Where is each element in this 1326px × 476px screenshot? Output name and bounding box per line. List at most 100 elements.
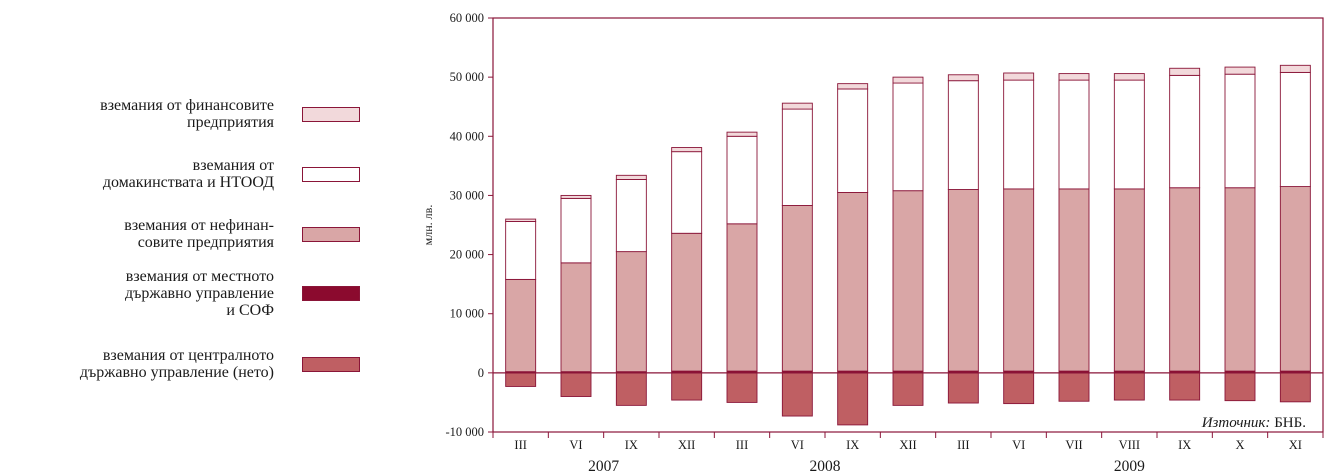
bar-segment <box>1113 372 1145 401</box>
bar-segment <box>1058 372 1090 402</box>
y-tick-label: 60 000 <box>450 11 484 25</box>
legend-label: вземания от домакинствата и НТООД <box>103 157 274 191</box>
x-tick-label: III <box>514 438 527 452</box>
bar-segment <box>1279 186 1311 372</box>
legend-label-line: предприятия <box>187 114 274 131</box>
bar-segment <box>1003 79 1035 190</box>
legend-swatch <box>302 286 360 301</box>
bar-segment <box>837 372 869 426</box>
legend-swatch <box>302 356 360 372</box>
year-label: 2008 <box>810 458 841 475</box>
bar-segment <box>726 131 758 137</box>
x-tick-label: III <box>957 438 970 452</box>
bar-segment <box>1058 73 1090 81</box>
bar-segment <box>726 223 758 372</box>
x-tick-label: VIII <box>1119 438 1141 452</box>
bar-segment <box>892 372 924 406</box>
bar-segment <box>1113 188 1145 372</box>
y-tick-label: 40 000 <box>450 129 484 143</box>
y-axis-label: млн. лв. <box>421 205 435 246</box>
legend-label-line: държавно управление <box>124 285 274 302</box>
legend-item: вземания от нефинан-совите предприятия <box>124 217 360 251</box>
legend-label-line: и СОФ <box>226 302 274 319</box>
bar-segment <box>1058 79 1090 190</box>
bar-segment <box>781 108 813 206</box>
bar-segment <box>1003 188 1035 372</box>
bar-segment <box>892 82 924 192</box>
x-tick-label: VI <box>569 438 582 452</box>
bar-segment <box>671 147 703 153</box>
bar-segment <box>560 372 592 397</box>
y-tick-label: 30 000 <box>450 188 484 202</box>
source-note: Източник: БНБ. <box>1202 415 1306 432</box>
bar-segment <box>1224 66 1256 75</box>
legend-swatch <box>302 226 360 242</box>
bar-segment <box>1058 188 1090 372</box>
bar-segment <box>1113 73 1145 81</box>
source-text: БНБ. <box>1270 415 1306 431</box>
bar-segment <box>947 372 979 404</box>
bar-segment <box>615 251 647 373</box>
legend-label-line: домакинствата и НТООД <box>102 174 274 191</box>
source-label: Източник: <box>1201 415 1271 431</box>
bar-segment <box>671 232 703 372</box>
bar-segment <box>560 262 592 373</box>
x-tick-label: VII <box>1065 438 1082 452</box>
bar-segment <box>1169 187 1201 372</box>
bar-segment <box>837 88 869 193</box>
bar-segment <box>892 76 924 84</box>
x-tick-label: XII <box>899 438 916 452</box>
bar-segment <box>560 194 592 199</box>
bar-segment <box>1003 372 1035 405</box>
x-tick-label: XII <box>678 438 695 452</box>
y-tick-label: 50 000 <box>450 70 484 84</box>
x-tick-label: IX <box>625 438 638 452</box>
y-tick-label: 10 000 <box>450 307 484 321</box>
bar-segment <box>615 179 647 253</box>
bar-segment <box>947 80 979 190</box>
x-tick-label: IX <box>1178 438 1191 452</box>
stacked-bar-chart: -10 000 0 10 000 20 000 30 000 40 000 50 000 60… <box>421 11 1324 475</box>
legend-label-line: совите предприятия <box>137 234 274 251</box>
bar-segment <box>947 189 979 372</box>
legend-label-line: държавно управление (нето) <box>79 364 274 381</box>
x-tick-label: XI <box>1289 438 1302 452</box>
bar-segment <box>892 190 924 372</box>
year-label: 2007 <box>588 458 619 475</box>
bar-segment <box>1224 73 1256 189</box>
legend-label-line: вземания от финансовите <box>100 97 274 114</box>
x-tick-label: VI <box>791 438 804 452</box>
bar-segment <box>505 218 537 222</box>
bar-segment <box>615 372 647 406</box>
bar-segment <box>781 102 813 110</box>
bar-segment <box>781 205 813 372</box>
bar-segment <box>1279 372 1311 403</box>
bar-segment <box>1169 74 1201 189</box>
legend-swatch <box>302 166 360 182</box>
bar-segment <box>1224 372 1256 402</box>
bar-segment <box>947 74 979 82</box>
bar-segment <box>781 372 813 417</box>
bar-segment <box>505 221 537 280</box>
x-tick-label: IX <box>846 438 859 452</box>
legend-label: вземания от централното държавно управлен… <box>80 347 274 381</box>
bar-segment <box>1003 72 1035 81</box>
legend-item: вземания от местното държавно управление и… <box>125 268 360 319</box>
bar-segment <box>560 197 592 264</box>
legend-item: вземания от домакинствата и НТООД <box>103 157 360 191</box>
bar-segment <box>505 278 537 373</box>
bar-segment <box>1169 372 1201 401</box>
plot-frame <box>492 17 1324 433</box>
legend-item: вземания от централното държавно управлен… <box>80 347 360 381</box>
bar-segment <box>1113 79 1145 190</box>
x-tick-label: III <box>736 438 749 452</box>
legend: вземания от финансовите предприятия вземан… <box>0 0 380 476</box>
bar-segment <box>1279 71 1311 188</box>
legend-swatch <box>302 106 360 122</box>
legend-label-line: вземания от местното <box>125 268 274 285</box>
legend-label: вземания от нефинан-совите предприятия <box>124 217 274 251</box>
legend-label-line: вземания от <box>192 157 274 174</box>
x-tick-label: X <box>1235 438 1244 452</box>
bar-segment <box>505 372 537 387</box>
bar-segment <box>1224 187 1256 372</box>
